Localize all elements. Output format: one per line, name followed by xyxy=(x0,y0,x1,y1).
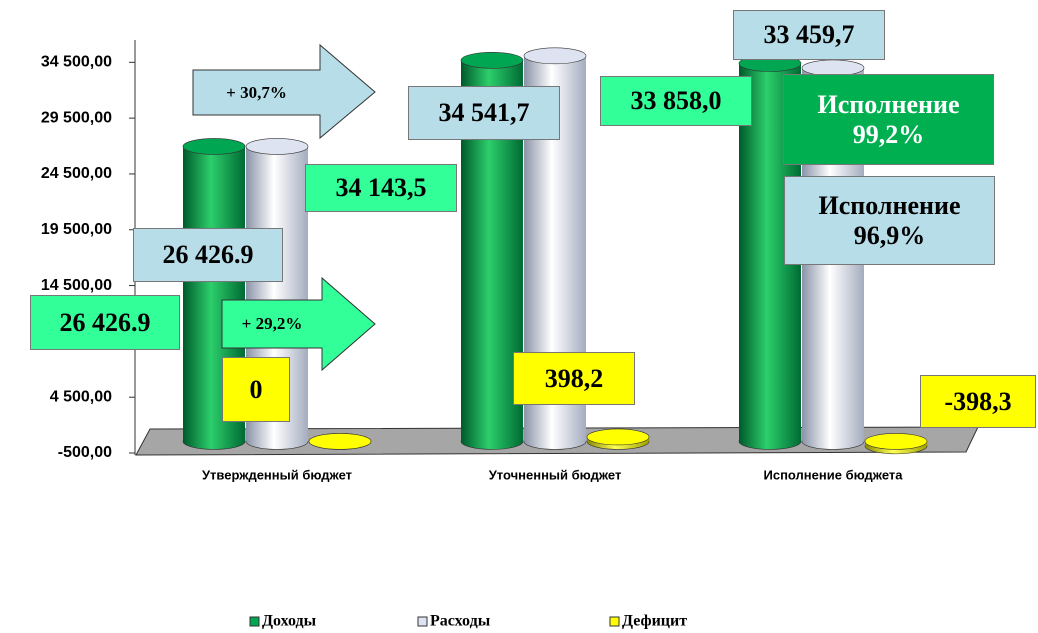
annotation: + 30,7% xyxy=(226,82,287,102)
y-tick-label: 14 500,00 xyxy=(41,277,112,294)
bar-cap xyxy=(864,433,928,450)
data-label: -398,3 xyxy=(920,375,1036,428)
legend-swatch xyxy=(609,616,620,627)
legend-swatch xyxy=(417,616,428,627)
legend-swatch xyxy=(249,616,260,627)
bar-cap xyxy=(523,47,587,65)
bar-cap xyxy=(245,138,309,155)
y-tick-label: 19 500,00 xyxy=(41,221,112,238)
data-label: 26 426.9 xyxy=(30,295,180,350)
data-label: 33 858,0 xyxy=(600,76,752,126)
data-label: 0 xyxy=(222,357,290,422)
data-label: 26 426.9 xyxy=(133,228,283,282)
bar-cap xyxy=(460,52,524,69)
legend-label: Доходы xyxy=(262,613,317,630)
annotation: + 29,2% xyxy=(241,314,303,333)
annotation: Исполнение 99,2% xyxy=(783,74,994,165)
y-tick-label: 29 500,00 xyxy=(41,109,112,126)
data-label: 34 541,7 xyxy=(408,86,560,140)
x-tick-label: Уточненный бюджет xyxy=(489,467,622,482)
data-label: 398,2 xyxy=(513,352,635,405)
bar-cap xyxy=(586,428,650,446)
y-tick-label: -500,00 xyxy=(58,444,112,461)
data-label: 33 459,7 xyxy=(733,10,885,60)
y-tick-label: 4 500,00 xyxy=(50,388,112,405)
legend-label: Расходы xyxy=(430,613,491,630)
y-tick-label: 34 500,00 xyxy=(41,54,112,71)
x-tick-label: Исполнение бюджета xyxy=(764,467,904,482)
x-tick-label: Утвержденный бюджет xyxy=(202,467,352,482)
data-label: 34 143,5 xyxy=(305,164,457,212)
bar-cap xyxy=(308,433,372,450)
annotation: Исполнение 96,9% xyxy=(784,176,995,265)
y-tick-label: 24 500,00 xyxy=(41,165,112,182)
bar-cap xyxy=(182,138,246,155)
legend-label: Дефицит xyxy=(622,613,687,630)
